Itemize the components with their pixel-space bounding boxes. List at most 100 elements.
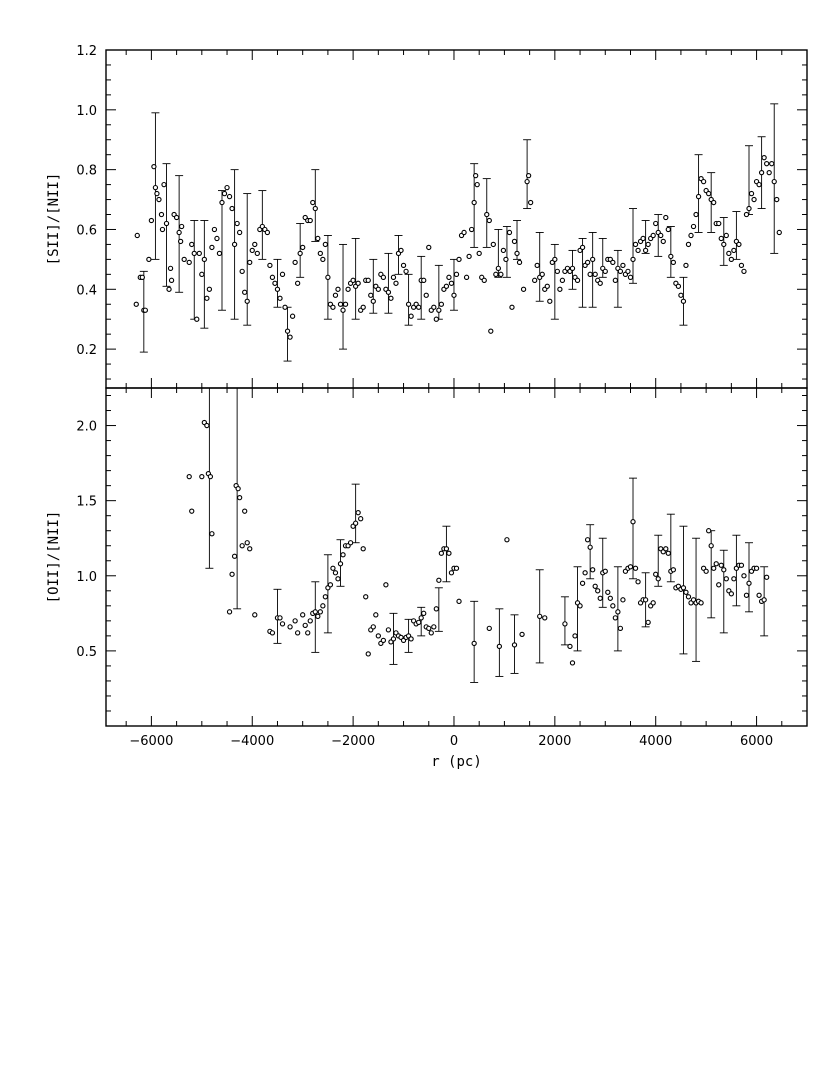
data-point — [310, 199, 316, 206]
data-point — [655, 576, 661, 582]
x-tick-label: −4000 — [230, 734, 274, 749]
data-point — [723, 232, 729, 239]
data-point — [471, 199, 477, 206]
data-point — [776, 229, 782, 236]
data-point — [610, 259, 616, 266]
data-point — [191, 250, 197, 257]
data-point — [764, 161, 770, 167]
data-point — [537, 613, 543, 619]
data-point — [653, 220, 659, 227]
data-point — [680, 585, 687, 591]
data-point — [756, 592, 762, 598]
data-point — [658, 232, 664, 239]
data-point — [665, 226, 671, 233]
data-point — [416, 304, 422, 310]
data-point — [597, 595, 603, 601]
data-point — [355, 510, 361, 516]
data-point — [718, 562, 724, 568]
data-point — [769, 161, 775, 167]
data-point — [204, 295, 210, 301]
error-bar — [613, 249, 622, 308]
error-bar — [560, 596, 569, 646]
data-point — [668, 253, 674, 260]
data-point — [590, 256, 596, 263]
data-point — [335, 576, 341, 582]
data-point — [610, 603, 616, 609]
error-bar — [719, 549, 728, 634]
data-point — [663, 546, 669, 552]
error-bar — [745, 542, 754, 613]
data-point — [453, 271, 460, 277]
data-point — [403, 268, 409, 274]
data-point — [355, 280, 361, 286]
data-point — [451, 292, 457, 298]
data-point — [277, 615, 283, 621]
error-bar — [629, 477, 638, 580]
error-bar — [495, 608, 504, 677]
data-point — [562, 621, 568, 627]
data-point — [279, 621, 286, 627]
y-tick-label: 1.0 — [76, 104, 97, 119]
data-point — [468, 226, 475, 233]
data-point — [443, 283, 450, 289]
data-point — [728, 591, 735, 597]
data-point — [209, 244, 215, 251]
data-point — [352, 520, 359, 526]
data-point — [294, 280, 301, 286]
data-point — [330, 565, 336, 571]
data-point — [514, 250, 520, 257]
x-tick-label: 4000 — [639, 734, 672, 749]
data-point — [660, 238, 666, 245]
y-tick-label: 0.4 — [76, 283, 97, 298]
data-point — [567, 643, 573, 650]
plot-frame — [105, 49, 808, 389]
data-point — [360, 304, 366, 310]
data-point — [423, 292, 429, 298]
data-point — [242, 289, 248, 295]
data-point — [511, 642, 518, 648]
data-point — [332, 570, 339, 576]
data-point — [159, 226, 166, 233]
data-point — [706, 190, 712, 197]
data-point — [584, 537, 591, 543]
error-bar — [588, 232, 597, 308]
error-bar — [719, 217, 728, 266]
data-point — [774, 196, 780, 203]
data-point — [579, 244, 586, 251]
data-point — [277, 295, 283, 301]
data-point — [703, 568, 709, 574]
data-point — [721, 567, 727, 573]
data-point — [542, 615, 548, 621]
data-point — [340, 307, 346, 313]
data-point — [595, 588, 601, 594]
error-bar — [339, 243, 348, 350]
data-point — [177, 238, 184, 245]
data-point — [196, 250, 202, 257]
data-point — [635, 579, 641, 585]
data-point — [584, 259, 591, 266]
data-point — [620, 262, 626, 269]
data-point — [473, 172, 479, 179]
data-point — [294, 630, 301, 636]
data-point — [289, 313, 296, 319]
data-point — [325, 274, 331, 280]
data-point — [370, 624, 376, 630]
data-point — [486, 217, 492, 224]
data-point — [706, 528, 712, 534]
data-point — [214, 235, 220, 242]
data-point — [234, 220, 240, 227]
data-point — [627, 564, 634, 570]
data-point — [408, 636, 414, 642]
data-point — [438, 550, 445, 556]
data-point — [312, 205, 318, 212]
data-point — [181, 256, 187, 263]
data-point — [670, 567, 677, 573]
x-tick-label: 6000 — [740, 734, 773, 749]
data-point — [431, 624, 437, 630]
error-bar — [351, 237, 360, 320]
data-point — [139, 274, 145, 280]
error-bar — [190, 220, 199, 320]
data-point — [481, 277, 487, 283]
data-point — [252, 241, 258, 248]
data-point — [617, 268, 624, 274]
